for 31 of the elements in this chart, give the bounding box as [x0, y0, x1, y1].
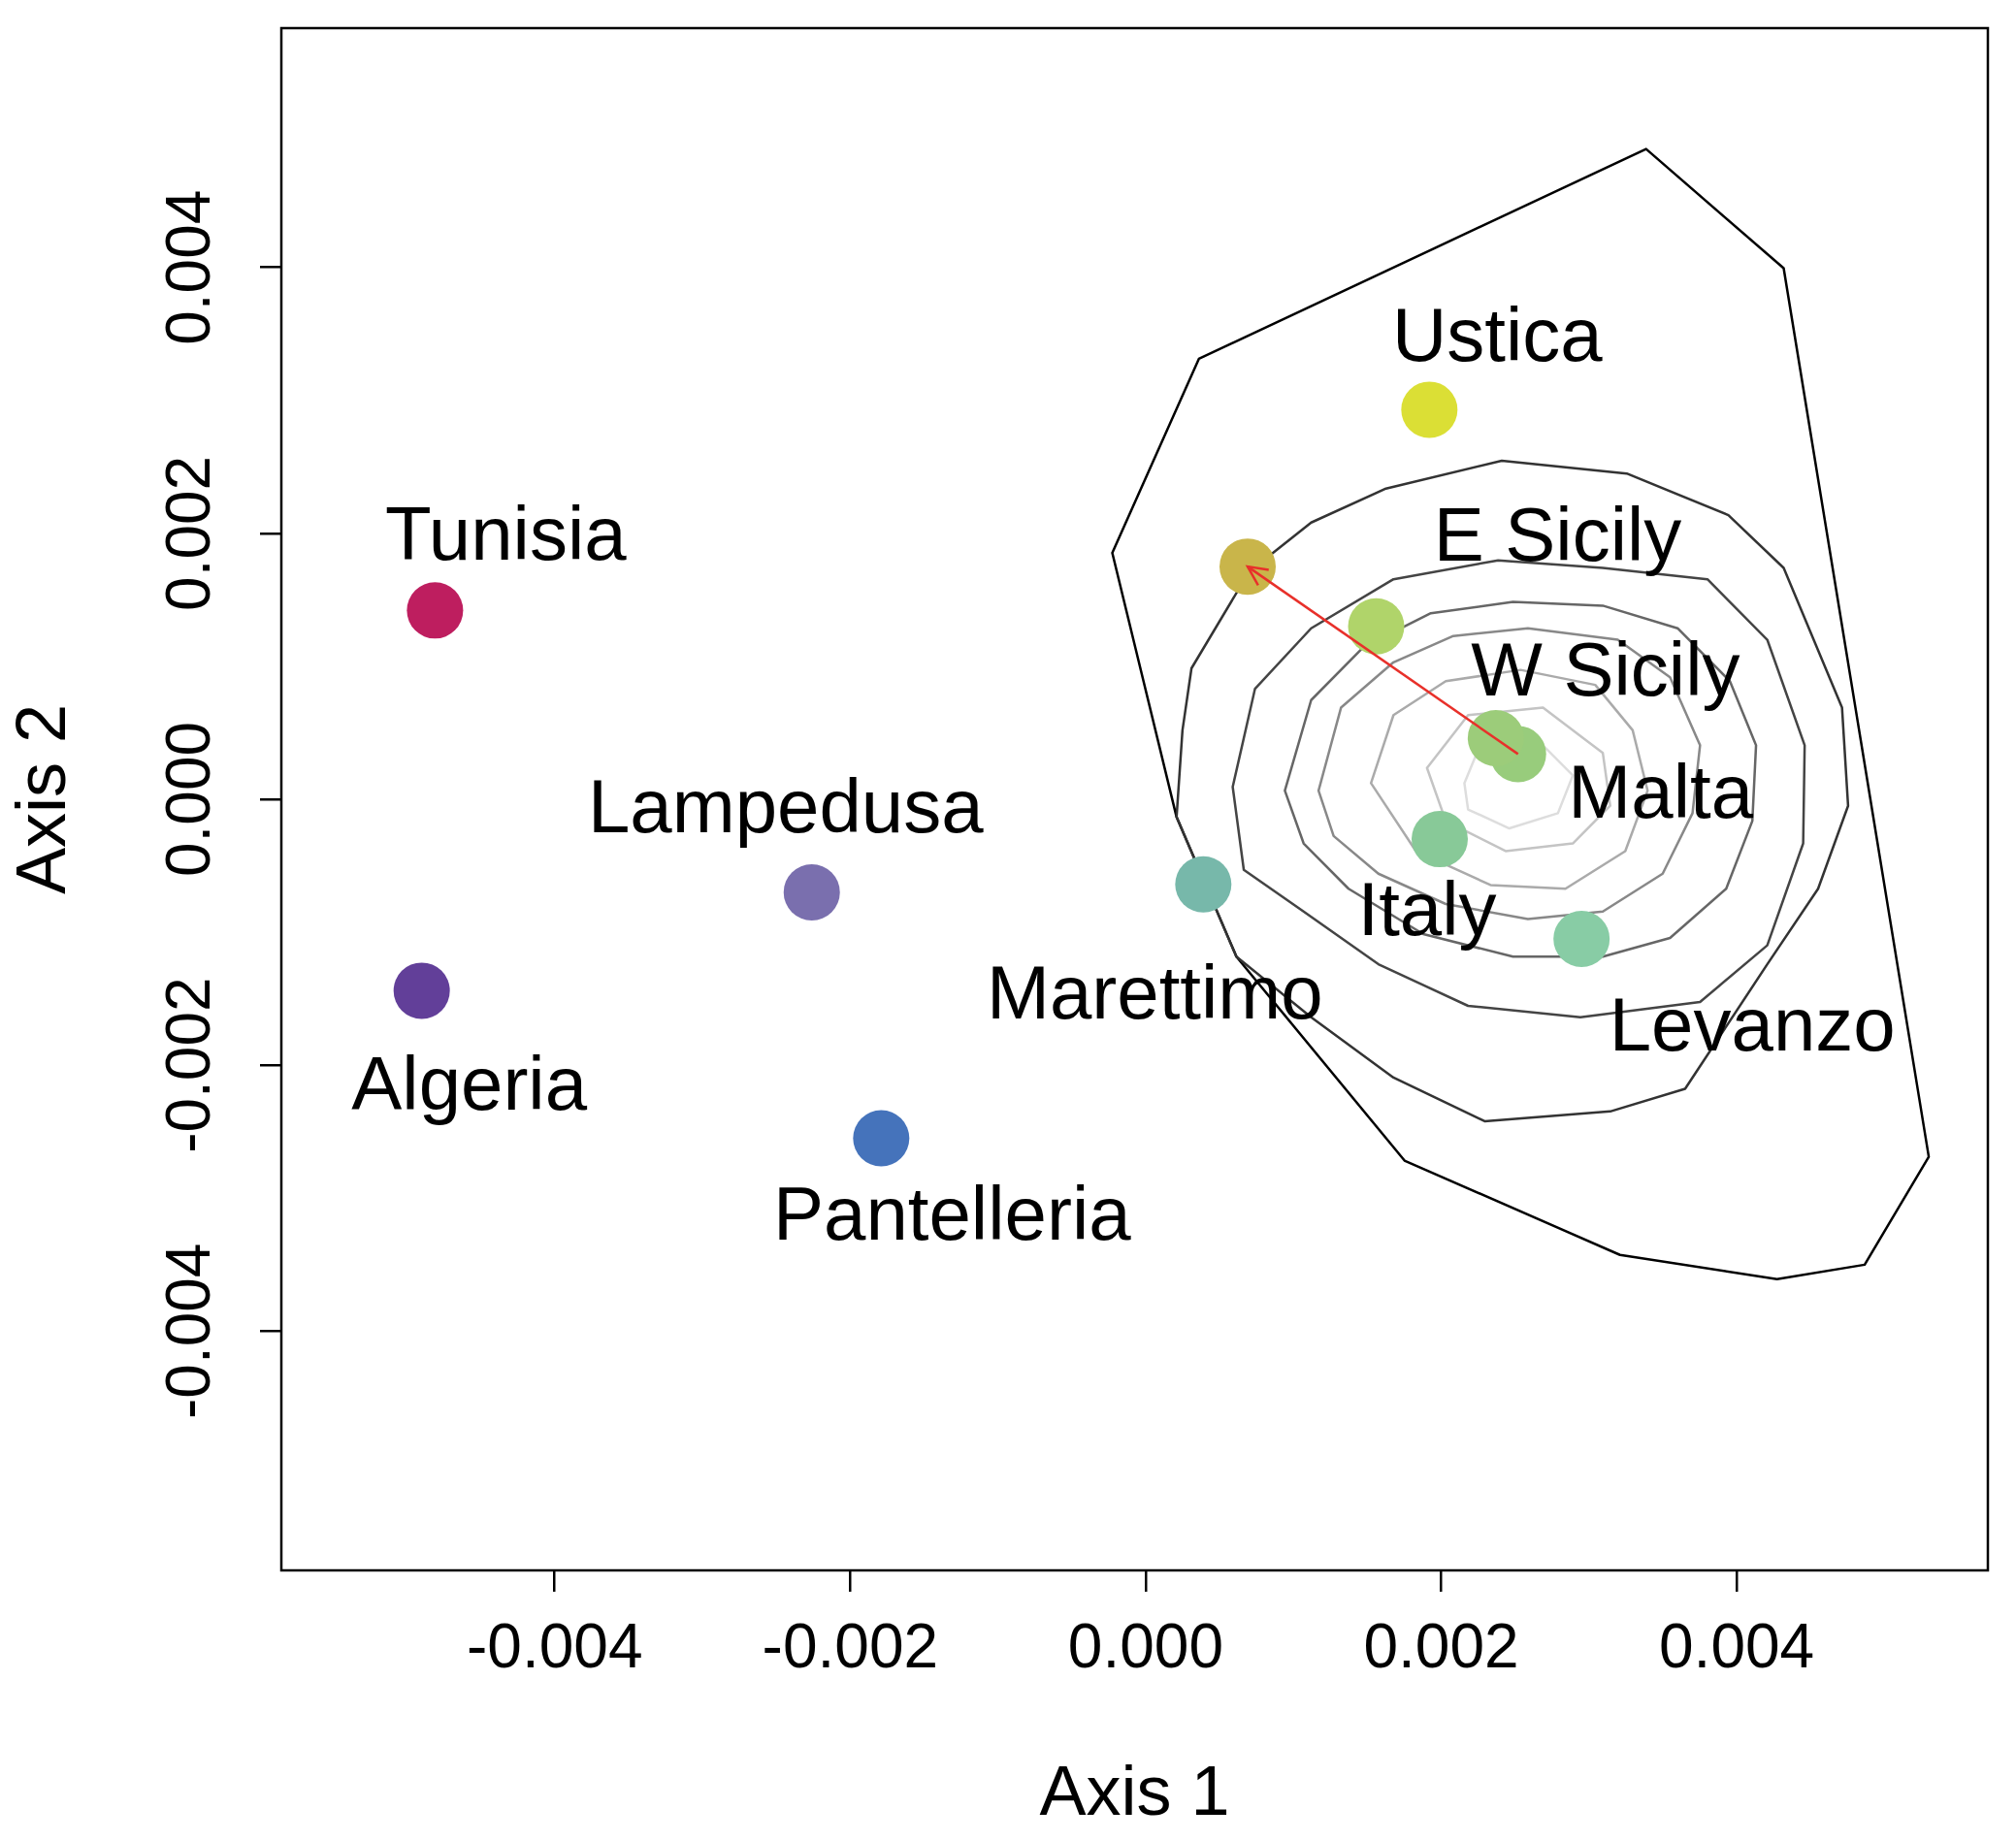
series-label: Lampedusa [587, 763, 985, 850]
series-label: Algeria [351, 1040, 588, 1126]
point [1553, 910, 1610, 967]
series-label: Malta [1568, 748, 1754, 834]
series-label: Pantelleria [773, 1171, 1132, 1257]
y-tick-label: 0.004 [152, 189, 223, 345]
y-axis-title: Axis 2 [2, 703, 81, 895]
x-tick-label: -0.004 [467, 1611, 643, 1682]
y-tick-label: -0.002 [152, 977, 223, 1153]
series-label: Italy [1357, 865, 1497, 952]
y-tick-label: 0.002 [152, 455, 223, 611]
point [1348, 598, 1405, 655]
x-tick-label: -0.002 [762, 1611, 939, 1682]
point [1467, 709, 1524, 766]
point [853, 1110, 910, 1167]
series-label: Tunisia [385, 490, 628, 576]
x-tick-label: 0.000 [1067, 1611, 1223, 1682]
x-tick-label: 0.004 [1659, 1611, 1815, 1682]
series-label: Ustica [1391, 291, 1604, 377]
y-tick-label: 0.000 [152, 721, 223, 878]
point [1401, 381, 1458, 438]
x-tick-label: 0.002 [1363, 1611, 1519, 1682]
series-label: E Sicily [1433, 492, 1682, 578]
point [783, 863, 840, 920]
y-tick-label: -0.004 [152, 1243, 223, 1420]
x-axis-title: Axis 1 [1039, 1751, 1230, 1829]
point [393, 962, 450, 1019]
point [1411, 811, 1468, 868]
point [406, 582, 464, 639]
point [1219, 538, 1277, 596]
point [1175, 856, 1232, 913]
